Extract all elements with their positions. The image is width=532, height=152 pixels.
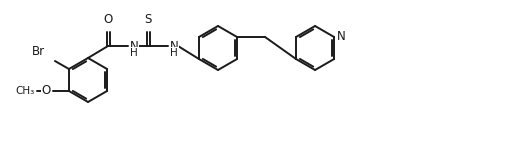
Text: Br: Br (32, 45, 45, 58)
Text: H: H (130, 48, 138, 58)
Text: H: H (170, 48, 178, 58)
Text: O: O (41, 85, 51, 97)
Text: CH₃: CH₃ (16, 86, 35, 96)
Text: N: N (337, 31, 346, 43)
Text: N: N (170, 40, 179, 54)
Text: N: N (130, 40, 139, 54)
Text: O: O (103, 13, 113, 26)
Text: S: S (144, 13, 152, 26)
